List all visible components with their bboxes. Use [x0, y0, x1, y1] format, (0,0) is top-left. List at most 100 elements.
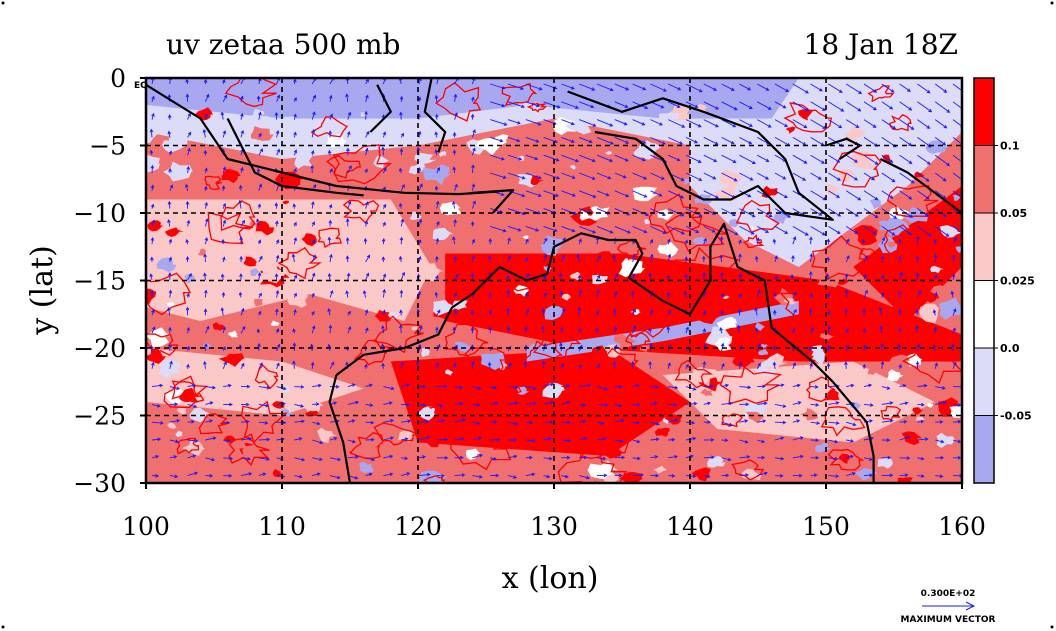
wind-vector — [916, 343, 921, 352]
wind-vector — [792, 83, 810, 94]
wind-vector — [917, 402, 925, 407]
contour-line — [805, 376, 836, 403]
vorticity-cell — [363, 268, 385, 284]
wind-vector — [347, 325, 352, 334]
wind-vector — [240, 402, 250, 407]
wind-vector — [490, 385, 498, 390]
vector-legend-arrowhead-icon — [965, 601, 976, 611]
wind-vector — [685, 136, 698, 144]
wind-vector — [738, 293, 742, 298]
wind-vector — [506, 307, 510, 316]
wind-vector — [772, 345, 777, 352]
wind-vector — [240, 166, 244, 174]
wind-vector — [490, 420, 498, 424]
wind-vector — [363, 237, 368, 245]
wind-vector — [952, 439, 962, 444]
wind-vector — [435, 361, 440, 369]
contour-line — [342, 199, 380, 224]
vorticity-cell — [806, 345, 826, 366]
wind-vector — [401, 383, 411, 388]
wind-vector — [845, 238, 850, 245]
wind-vector — [327, 307, 331, 316]
wind-vector — [935, 386, 946, 390]
contour-line — [450, 428, 512, 471]
wind-vector — [436, 437, 449, 442]
vorticity-cell — [313, 376, 333, 390]
wind-vector — [329, 168, 333, 174]
wind-vector — [668, 101, 681, 108]
wind-vector — [398, 167, 403, 174]
wind-vector — [614, 119, 628, 126]
contour-line — [198, 413, 228, 435]
wind-vector — [381, 325, 385, 334]
wind-vector — [790, 273, 795, 280]
wind-vector — [881, 119, 897, 130]
coastline-sulawesi — [423, 78, 447, 153]
wind-vector — [525, 438, 536, 443]
wind-vector — [365, 254, 371, 263]
wind-vector — [809, 270, 813, 280]
wind-vector — [490, 172, 507, 179]
wind-vector — [934, 226, 950, 237]
wind-vector — [772, 361, 777, 369]
vorticity-cell — [765, 366, 773, 372]
wind-vector — [452, 166, 457, 174]
wind-vectors — [149, 78, 962, 480]
wind-vector — [596, 83, 614, 92]
wind-vector — [934, 154, 951, 167]
vorticity-cell — [359, 461, 374, 473]
wind-vector — [899, 119, 915, 130]
wind-vector — [578, 364, 582, 369]
vorticity-cell — [432, 227, 454, 241]
wind-vector — [149, 128, 154, 138]
wind-vector — [525, 225, 540, 232]
wind-vector — [792, 419, 801, 423]
wind-vector — [169, 386, 181, 391]
wind-vector — [364, 220, 369, 227]
wind-vector — [828, 172, 841, 181]
wind-vector — [345, 255, 350, 263]
vorticity-cell — [591, 345, 608, 357]
wind-vector — [845, 190, 862, 201]
wind-vector — [365, 327, 369, 334]
wind-vector — [347, 165, 352, 174]
wind-vector — [595, 327, 599, 334]
wind-vector — [186, 165, 191, 174]
x-tick-label: 130 — [530, 512, 578, 541]
wind-vector — [311, 201, 315, 209]
wind-vector — [667, 253, 672, 263]
wind-vector — [934, 83, 948, 93]
wind-vector — [187, 131, 192, 138]
wind-vector — [774, 226, 789, 234]
contour-line — [254, 364, 279, 390]
wind-vector — [579, 403, 587, 407]
wind-vector — [240, 419, 250, 424]
vorticity-cell — [197, 248, 207, 256]
wind-vector — [668, 119, 686, 128]
vorticity-cell — [570, 165, 577, 170]
wind-vector — [238, 291, 243, 298]
wind-vector — [792, 454, 804, 459]
wind-vector — [365, 94, 369, 102]
vorticity-cell — [287, 293, 309, 308]
wind-vector — [702, 360, 707, 369]
contour-line — [444, 323, 489, 357]
wind-vector — [507, 438, 518, 442]
wind-vector — [435, 255, 439, 263]
vorticity-cell — [720, 169, 743, 189]
wind-vector — [684, 239, 689, 245]
vorticity-cell — [692, 366, 720, 387]
vorticity-cell — [889, 354, 910, 370]
wind-vector — [453, 255, 457, 263]
wind-vector — [757, 419, 767, 424]
wind-vector — [810, 473, 818, 477]
wind-vector — [418, 419, 430, 424]
wind-vector — [668, 474, 676, 478]
contour-line — [779, 287, 826, 321]
wind-vector — [685, 172, 703, 182]
wind-vector — [614, 384, 623, 389]
vorticity-cell — [514, 108, 525, 118]
vorticity-cell — [897, 477, 913, 483]
wind-vector — [470, 326, 475, 334]
wind-vector — [452, 131, 457, 138]
